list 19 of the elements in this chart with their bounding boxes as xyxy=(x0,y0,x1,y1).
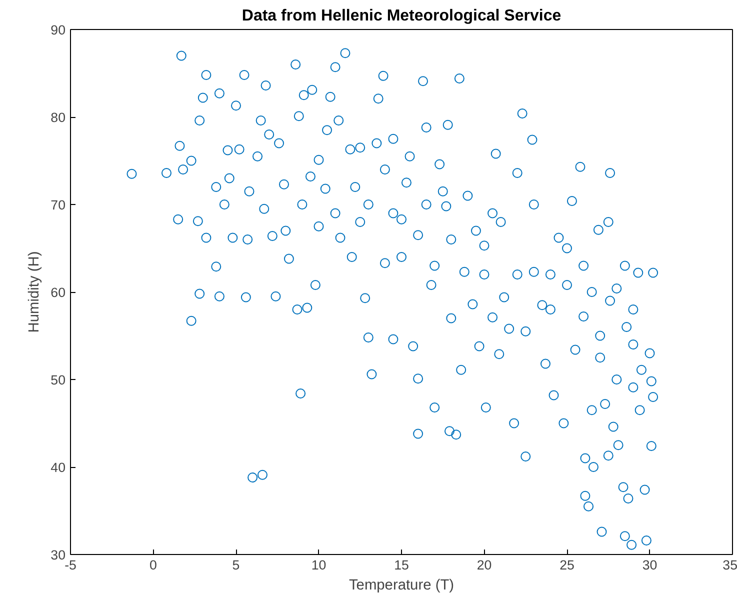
x-tick-label: 30 xyxy=(642,558,658,572)
y-tick-label: 90 xyxy=(50,22,66,38)
y-tick-label: 70 xyxy=(50,198,66,212)
x-tick-label: 35 xyxy=(722,558,737,572)
x-axis-title: Temperature (T) xyxy=(348,578,454,594)
y-tick-label: 40 xyxy=(50,460,66,475)
x-tick-label: 10 xyxy=(311,558,326,572)
y-tick-label: 60 xyxy=(50,285,66,300)
x-tick-label: 0 xyxy=(150,558,157,572)
x-tick-label: 5 xyxy=(232,558,240,572)
y-tick-label: 30 xyxy=(50,548,66,562)
x-tick-label: 25 xyxy=(560,558,574,572)
y-tick-label: 50 xyxy=(50,372,66,388)
y-axis-title: Humidity (H) xyxy=(26,251,43,333)
x-tick-label: 15 xyxy=(394,558,409,572)
y-tick-label: 80 xyxy=(50,110,66,125)
x-tick-label: 20 xyxy=(476,558,492,572)
x-tick-label: -5 xyxy=(64,558,76,572)
chart-title: Data from Hellenic Meteorological Service xyxy=(242,8,562,24)
